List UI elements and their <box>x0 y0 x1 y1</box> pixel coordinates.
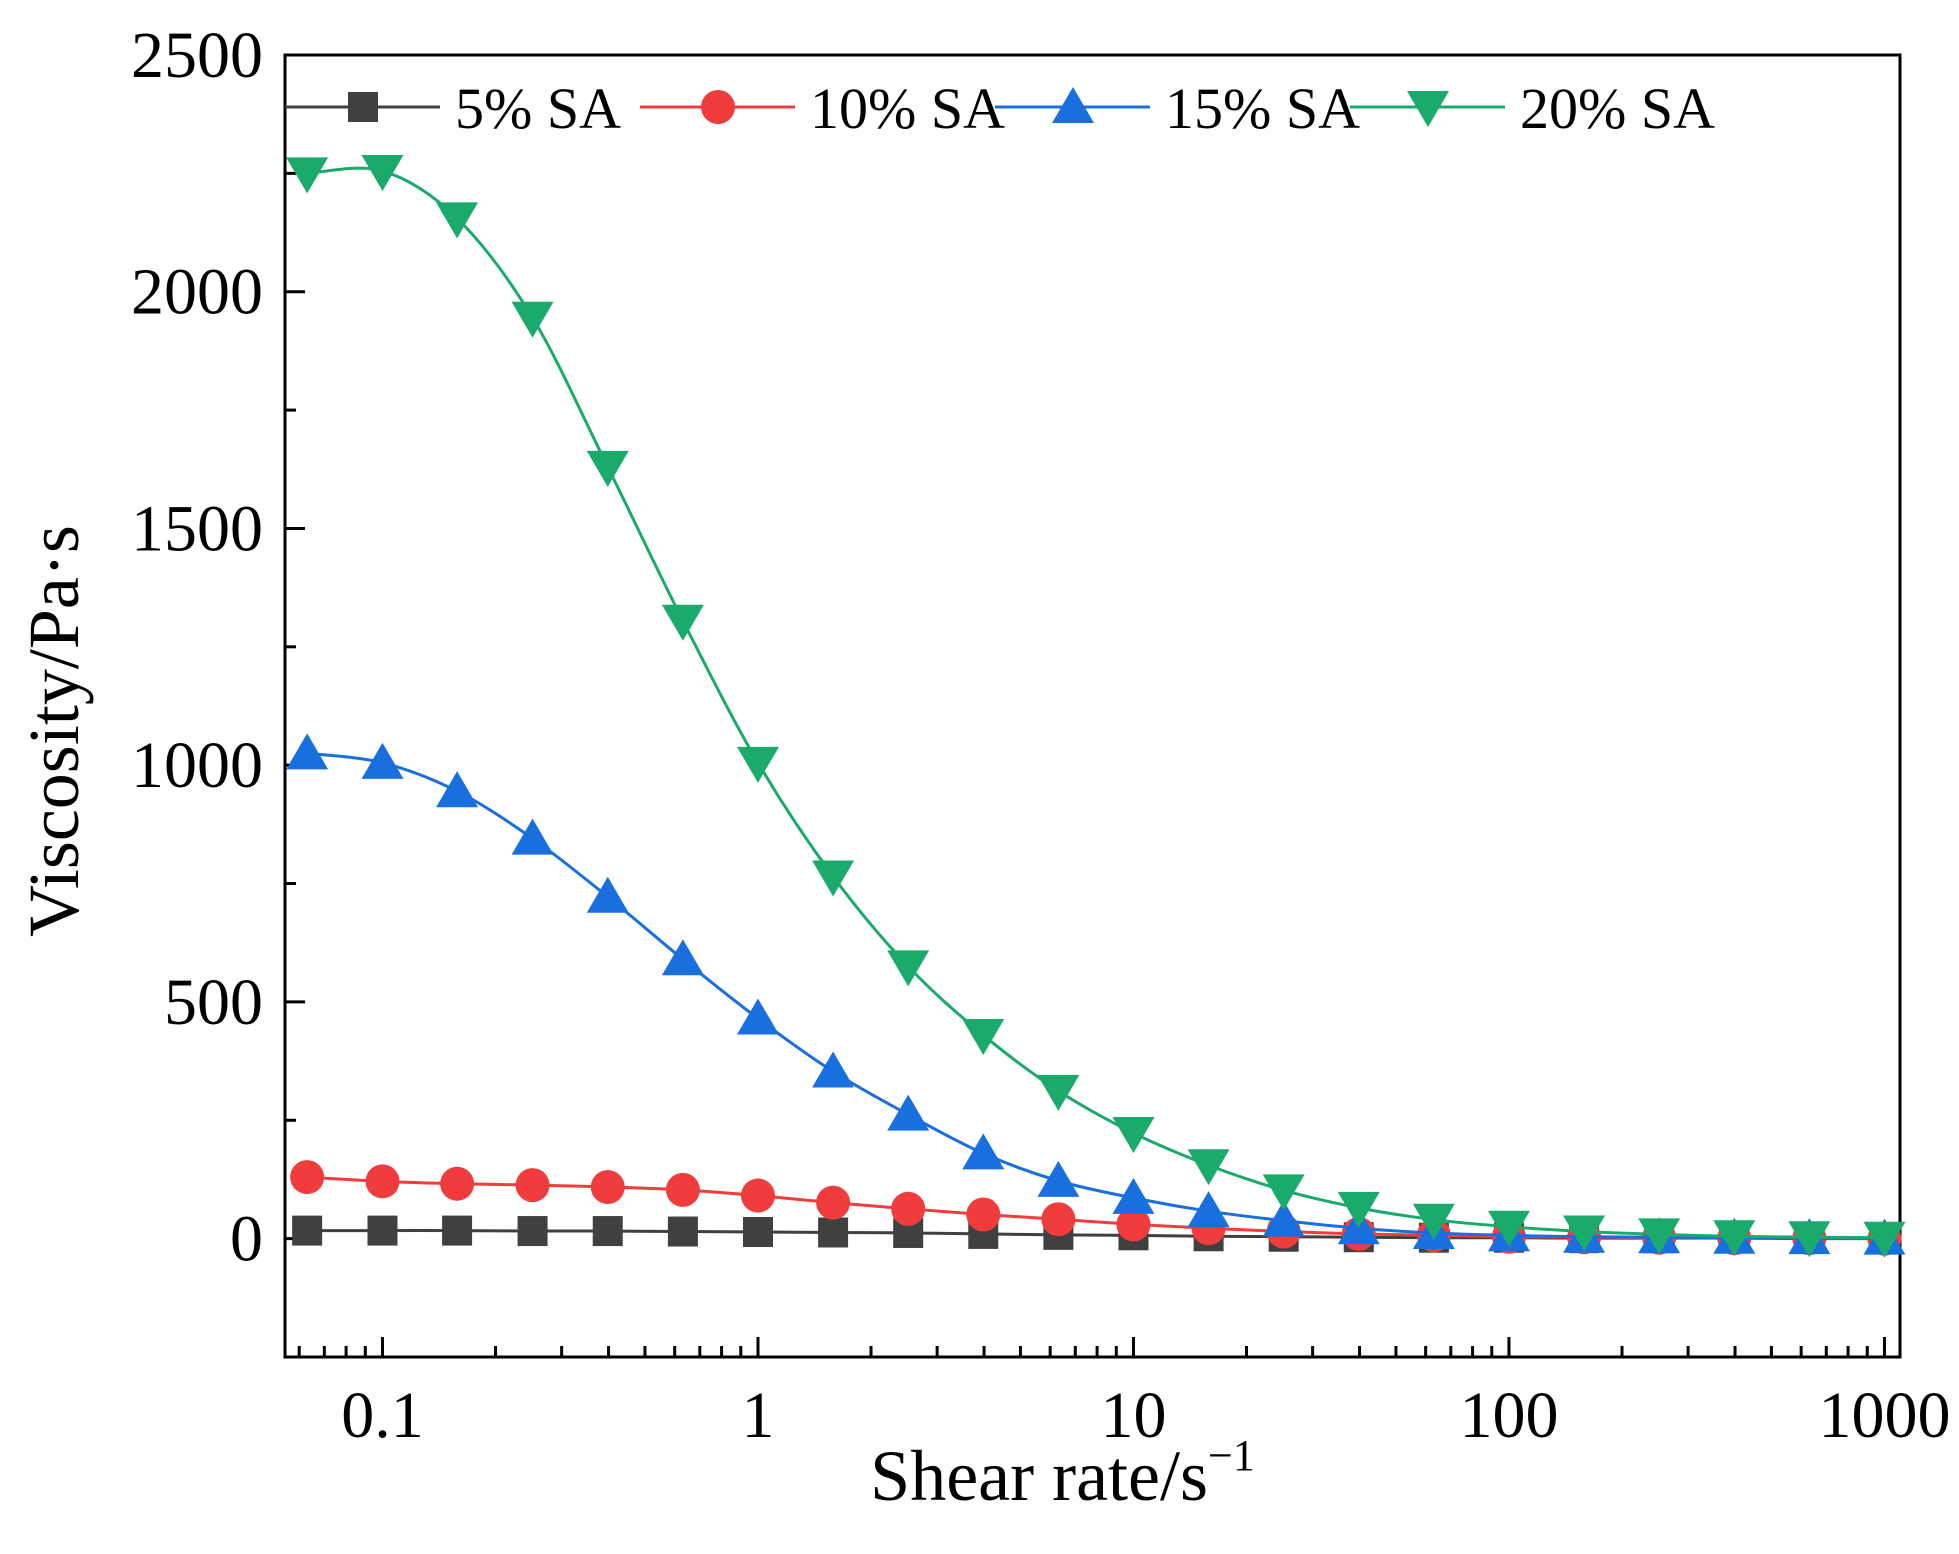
data-point <box>592 1216 623 1247</box>
data-point <box>1262 1174 1305 1211</box>
data-point <box>740 1178 775 1213</box>
legend-item: 20% SA <box>1350 76 1715 141</box>
legend-label: 15% SA <box>1165 76 1360 141</box>
data-point <box>667 1216 698 1247</box>
legend-marker <box>701 90 735 124</box>
x-axis-title-superscript: −1 <box>1208 1431 1255 1480</box>
data-point <box>436 202 479 239</box>
y-tick-label: 500 <box>164 966 263 1039</box>
data-point <box>891 1191 926 1226</box>
y-tick-label: 2000 <box>131 256 263 329</box>
legend-marker <box>348 92 378 122</box>
data-point <box>816 1185 851 1220</box>
data-point <box>742 1217 773 1248</box>
x-tick-label: 10 <box>1100 1379 1166 1452</box>
y-tick-label: 1000 <box>131 729 263 802</box>
data-point <box>1112 1177 1155 1214</box>
data-point <box>736 746 779 783</box>
data-point <box>361 154 404 191</box>
data-point <box>1713 1220 1756 1257</box>
data-point <box>887 1094 930 1131</box>
data-point <box>1487 1210 1530 1247</box>
data-point <box>436 771 479 808</box>
legend-label: 5% SA <box>455 76 621 141</box>
legend-label: 10% SA <box>810 76 1005 141</box>
x-tick-label: 1000 <box>1818 1379 1950 1452</box>
data-point <box>1037 1160 1080 1197</box>
legend-marker <box>1407 91 1449 127</box>
data-point <box>442 1215 473 1246</box>
data-point <box>586 450 629 487</box>
data-point <box>812 860 855 897</box>
data-point <box>1412 1203 1455 1240</box>
legend-item: 10% SA <box>640 76 1005 141</box>
series-4 <box>286 154 1906 1258</box>
plot-frame <box>283 53 1902 1359</box>
data-point <box>1112 1117 1155 1154</box>
x-tick-label: 100 <box>1459 1379 1558 1452</box>
data-point <box>440 1166 475 1201</box>
data-point <box>812 1051 855 1088</box>
data-point <box>586 876 629 913</box>
x-axis-title: Shear rate/s−1 <box>870 1431 1255 1516</box>
series-line <box>307 166 1885 1240</box>
data-point <box>962 1019 1005 1056</box>
x-tick-label: 0.1 <box>341 1379 424 1452</box>
data-point <box>1262 1200 1305 1237</box>
legend-item: 5% SA <box>285 76 621 141</box>
data-point <box>1037 1074 1080 1111</box>
data-point <box>962 1133 1005 1170</box>
data-point <box>511 301 554 338</box>
data-point <box>966 1197 1001 1232</box>
data-point <box>365 1164 400 1199</box>
y-tick-label: 2500 <box>131 19 263 92</box>
data-point <box>887 950 930 987</box>
data-point <box>290 1160 325 1195</box>
legend-marker <box>1052 87 1094 123</box>
data-point <box>1563 1215 1606 1252</box>
data-point <box>1116 1207 1151 1242</box>
data-point <box>661 604 704 641</box>
x-axis-title-text: Shear rate/s <box>870 1436 1208 1516</box>
y-axis-title: Viscosity/Pa·s <box>14 525 94 937</box>
data-point <box>1337 1191 1380 1228</box>
data-point <box>1788 1221 1831 1258</box>
legend-label: 20% SA <box>1520 76 1715 141</box>
data-point <box>665 1172 700 1207</box>
data-point <box>818 1217 849 1248</box>
data-point <box>590 1170 625 1205</box>
data-point <box>1041 1202 1076 1237</box>
data-point <box>1187 1191 1230 1228</box>
data-point <box>1638 1218 1681 1255</box>
data-point <box>661 939 704 976</box>
data-point <box>292 1215 323 1246</box>
data-point <box>286 733 329 770</box>
y-tick-label: 1500 <box>131 492 263 565</box>
data-point <box>736 998 779 1035</box>
data-point <box>515 1168 550 1203</box>
data-point <box>286 157 329 194</box>
series-line <box>306 751 1885 1241</box>
data-point <box>367 1215 398 1246</box>
data-point <box>511 818 554 855</box>
data-point <box>361 742 404 779</box>
legend-item: 15% SA <box>995 76 1360 141</box>
data-point <box>1863 1221 1906 1258</box>
data-point <box>1187 1149 1230 1186</box>
y-tick-label: 0 <box>230 1203 263 1276</box>
x-tick-label: 1 <box>741 1379 774 1452</box>
data-point <box>517 1216 548 1247</box>
